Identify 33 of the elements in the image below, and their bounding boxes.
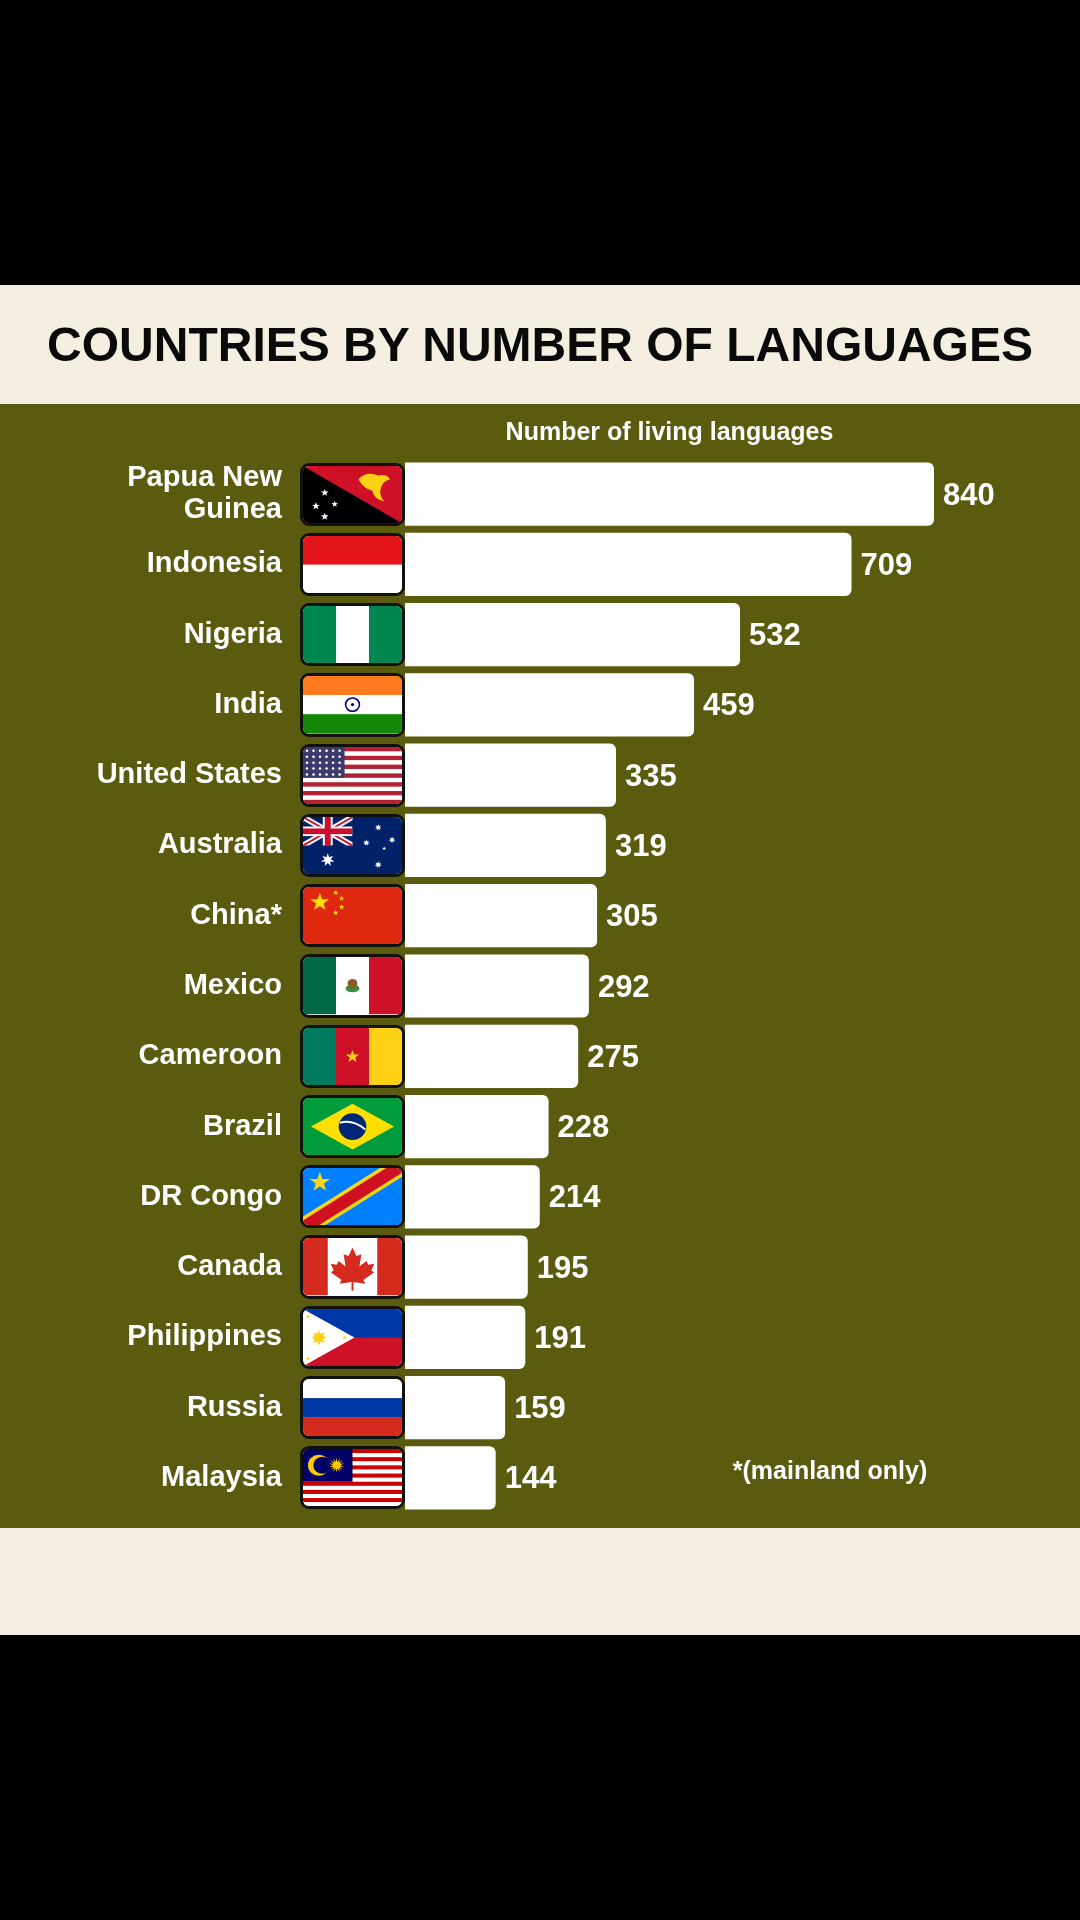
y-tick-label: Mexico [183,968,282,1000]
data-label: 159 [514,1390,566,1426]
y-tick-label: India [214,686,283,719]
y-tick-label: Russia [186,1389,283,1422]
data-label: 709 [860,546,913,582]
data-label: 335 [624,757,677,793]
y-tick-label: Malaysia [161,1459,283,1492]
annotation: *(mainland only) [732,1455,928,1484]
chart-title: COUNTRIES BY NUMBER OF LANGUAGES [47,317,1033,372]
y-tick-label: Cameroon [138,1038,282,1071]
data-label: 191 [534,1319,587,1355]
data-label: 195 [536,1249,589,1285]
y-tick-label: United States [96,757,282,790]
data-label: 305 [606,898,658,934]
y-tick-label: Canada [177,1249,283,1282]
y-tick-label: Philippines [127,1319,282,1352]
data-label: 144 [504,1460,558,1496]
data-label: 275 [587,1038,639,1074]
y-tick-label: DR Congo [140,1178,282,1211]
data-label: 532 [749,617,801,653]
y-tick-label: Indonesia [146,546,283,579]
data-label: 292 [597,968,650,1004]
y-tick-label: Papua New Guinea [127,459,283,525]
x-axis-title: Number of living languages [505,416,834,445]
y-tick-label: Brazil [203,1108,282,1141]
data-label: 840 [943,476,995,512]
data-label: 214 [548,1179,602,1215]
y-tick-label: Nigeria [183,616,283,649]
data-label: 228 [557,1109,610,1145]
data-label: 459 [703,687,755,723]
y-tick-label: China* [190,897,283,930]
y-tick-label: Australia [157,827,283,860]
data-label: 319 [614,828,667,864]
